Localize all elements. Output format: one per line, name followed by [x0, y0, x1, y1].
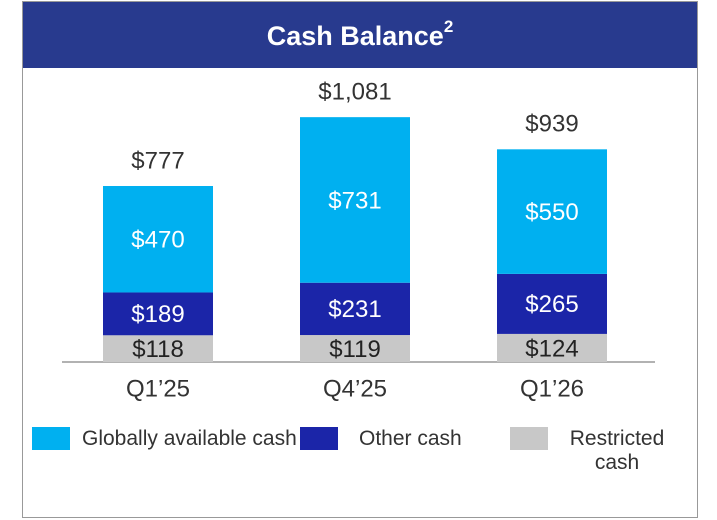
bar-segment — [103, 335, 213, 362]
title-bar — [23, 2, 697, 68]
value-label: $124 — [525, 335, 578, 362]
bar-segment — [300, 335, 410, 362]
value-label: $731 — [328, 187, 381, 214]
legend-label: Other cash — [359, 427, 462, 450]
value-label: $118 — [132, 336, 184, 363]
bar-segment — [300, 117, 410, 283]
x-tick-label: Q1’25 — [126, 375, 190, 402]
legend-swatch — [300, 427, 338, 450]
bar-segment — [103, 292, 213, 336]
total-label: $1,081 — [318, 78, 391, 105]
value-label: $470 — [131, 227, 184, 254]
value-label: $231 — [328, 296, 381, 323]
value-label: $119 — [329, 336, 381, 363]
value-label: $189 — [131, 301, 184, 328]
chart-title: Cash Balance2 — [267, 17, 454, 51]
value-label: $265 — [525, 291, 578, 318]
x-tick-label: Q1’26 — [520, 375, 584, 402]
bar-segment — [497, 333, 607, 362]
legend-swatch — [32, 427, 70, 450]
legend-label: Restricted cash — [569, 427, 665, 474]
bar-segment — [300, 282, 410, 336]
total-label: $939 — [525, 111, 578, 138]
legend-label: Globally available cash — [82, 427, 297, 450]
bar-segment — [497, 149, 607, 274]
value-label: $550 — [525, 199, 578, 226]
title-superscript: 2 — [444, 17, 453, 36]
bar-segment — [497, 273, 607, 334]
title-text: Cash Balance — [267, 21, 444, 51]
bar-segment — [103, 186, 213, 293]
total-label: $777 — [131, 147, 184, 174]
x-tick-label: Q4’25 — [323, 375, 387, 402]
legend-swatch — [510, 427, 548, 450]
